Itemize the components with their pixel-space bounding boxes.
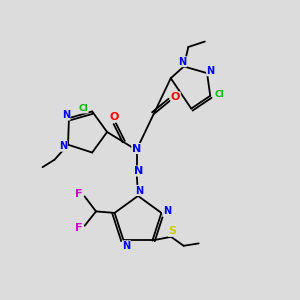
Text: O: O xyxy=(110,112,119,122)
Text: N: N xyxy=(135,185,144,196)
Text: N: N xyxy=(207,66,215,76)
Text: N: N xyxy=(122,241,130,251)
Text: N: N xyxy=(62,110,70,120)
Text: N: N xyxy=(132,143,141,154)
Text: Cl: Cl xyxy=(214,90,224,99)
Text: N: N xyxy=(59,141,67,151)
Text: N: N xyxy=(178,57,186,67)
Text: Cl: Cl xyxy=(78,104,88,113)
Text: F: F xyxy=(76,223,83,233)
Text: O: O xyxy=(171,92,180,102)
Text: S: S xyxy=(169,226,177,236)
Text: N: N xyxy=(163,206,171,216)
Text: N: N xyxy=(134,166,143,176)
Text: F: F xyxy=(76,189,83,199)
